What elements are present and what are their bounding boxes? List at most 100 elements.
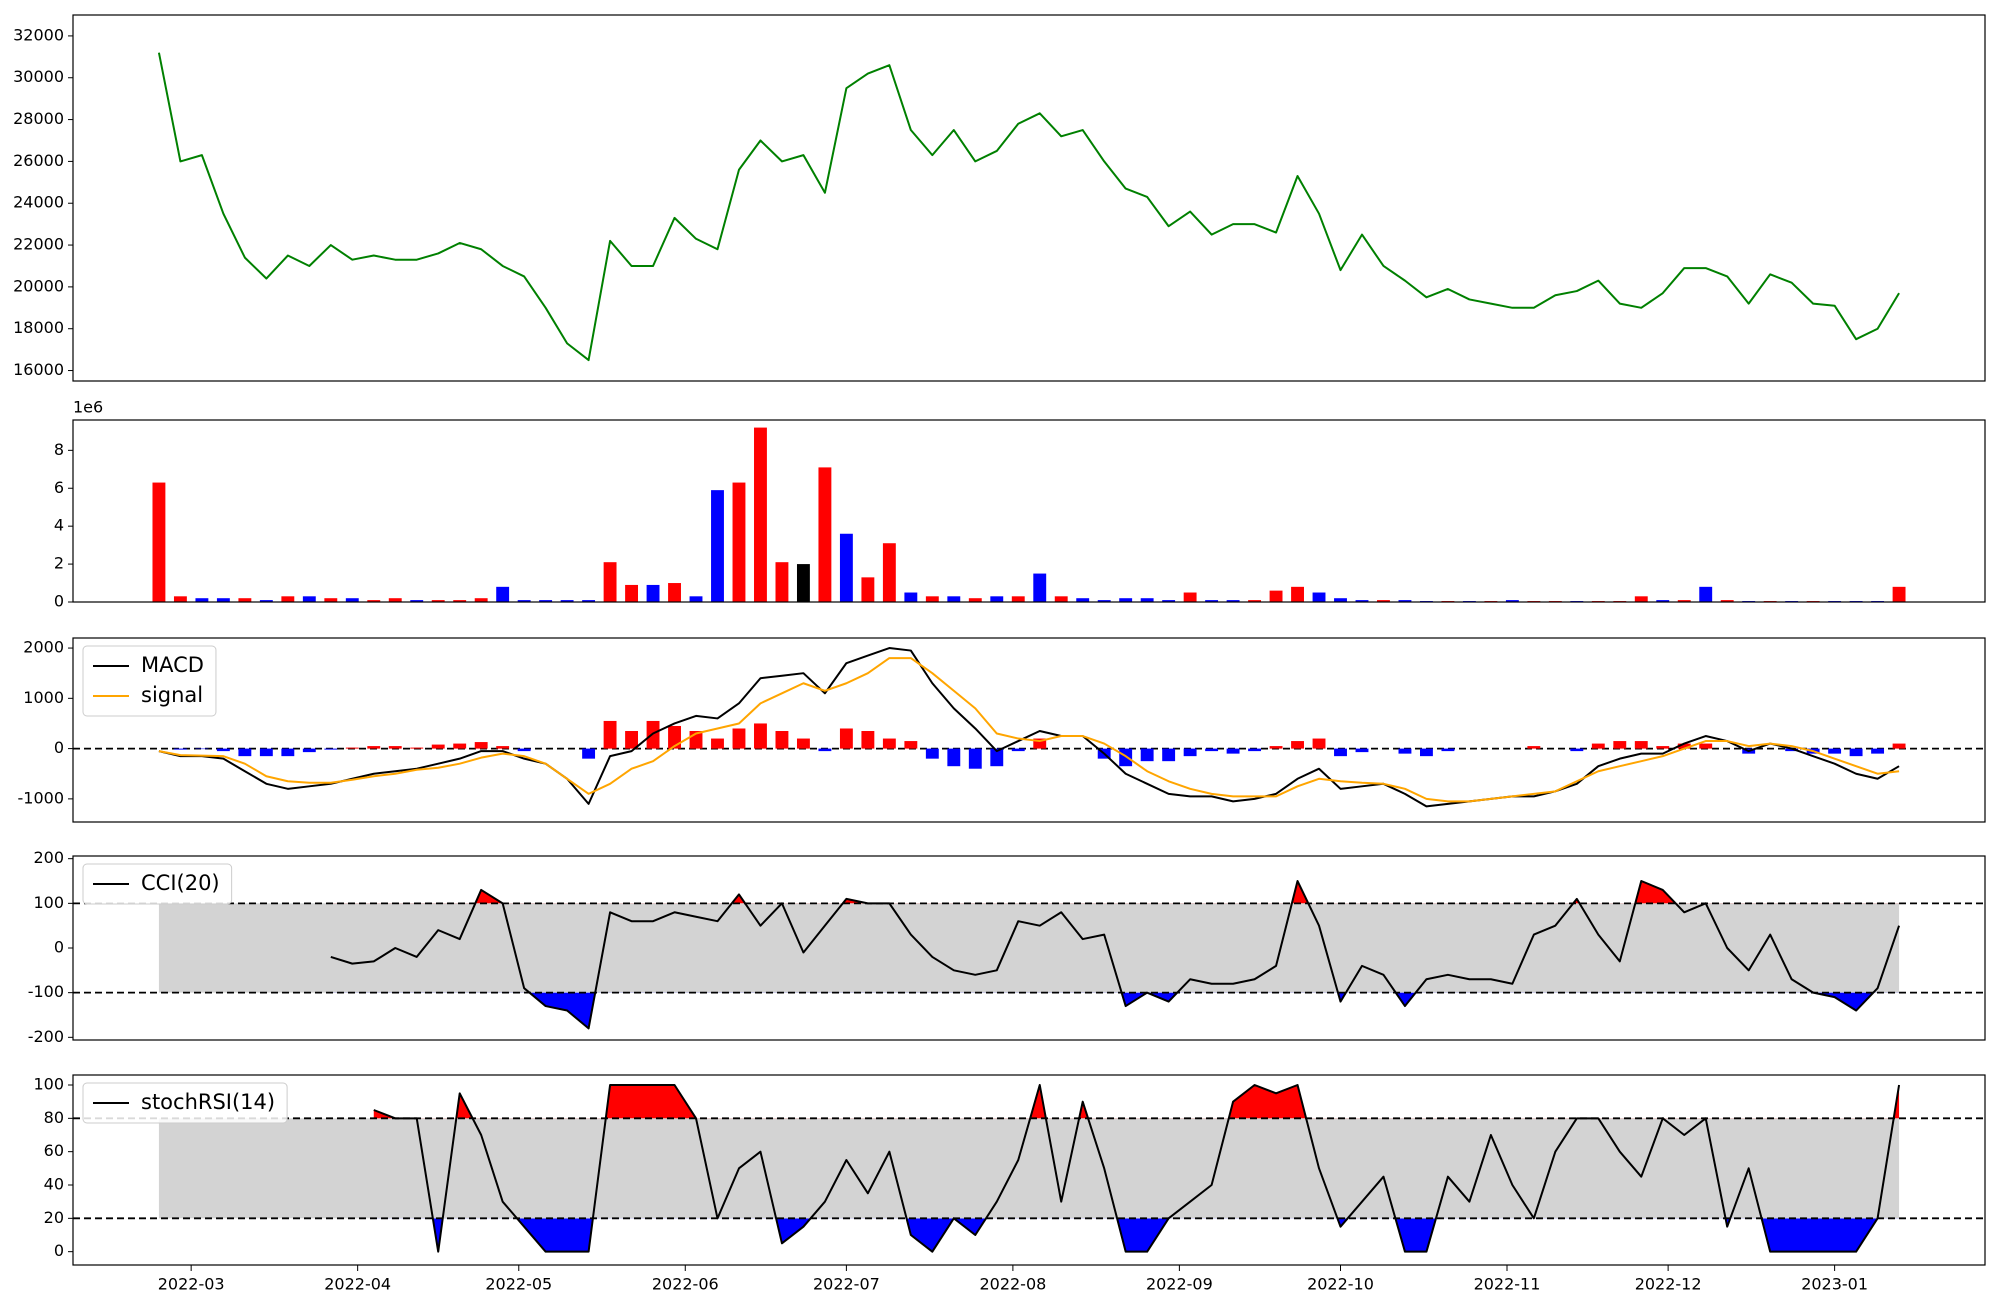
bar: [345, 598, 359, 602]
bar: [904, 741, 918, 749]
bar: [1785, 748, 1799, 752]
y-tick-label: 28000: [13, 109, 64, 128]
bar: [173, 596, 187, 602]
plot-frame: [72, 14, 1986, 382]
bar: [925, 748, 939, 759]
bar: [152, 482, 166, 602]
bar: [839, 533, 853, 602]
oversold-fill: [432, 1218, 1878, 1252]
bar: [539, 600, 553, 602]
bar: [1591, 743, 1605, 749]
y-tick-label: 100: [33, 1075, 64, 1094]
bar: [1291, 741, 1304, 749]
x-tick-label: 2022-12: [1635, 1275, 1702, 1294]
bar: [1011, 748, 1025, 752]
legend-label: stochRSI(14): [141, 1090, 275, 1114]
legend: CCI(20): [82, 863, 233, 905]
bar: [195, 748, 209, 750]
bar: [818, 467, 832, 602]
bar: [1033, 573, 1047, 602]
legend-label: MACD: [141, 653, 204, 677]
bar: [1355, 748, 1369, 753]
bar: [711, 738, 724, 749]
bar: [990, 596, 1004, 602]
bar: [1377, 600, 1390, 602]
x-tick-label: 2022-08: [979, 1275, 1046, 1294]
bar: [238, 748, 252, 757]
x-tick-label: 2022-10: [1307, 1275, 1374, 1294]
y-tick-label: 32000: [13, 25, 64, 44]
y-tick-label: 8: [54, 440, 64, 459]
x-tick-label: 2022-05: [485, 1275, 552, 1294]
bar: [1699, 586, 1713, 602]
series-line: [330, 880, 1901, 1030]
bar: [1054, 596, 1068, 602]
y-tick-label: -1000: [18, 788, 65, 807]
bar: [818, 748, 832, 752]
y-tick-label: 26000: [13, 151, 64, 170]
bar: [1162, 600, 1176, 602]
bar: [625, 731, 639, 749]
bar: [861, 731, 875, 749]
x-tick-label: 2022-04: [324, 1275, 391, 1294]
bar: [603, 562, 617, 602]
axis-offset-label: 1e6: [73, 398, 103, 417]
series-line: [158, 647, 1900, 808]
bar: [560, 600, 574, 602]
bar: [410, 600, 424, 602]
y-tick-label: 0: [54, 938, 64, 957]
bar: [1312, 738, 1326, 749]
y-tick-label: 60: [44, 1141, 64, 1160]
bar: [1677, 743, 1691, 749]
bar: [1871, 748, 1885, 754]
bar: [367, 746, 381, 749]
bar: [1011, 596, 1025, 602]
bar: [1269, 590, 1283, 602]
x-tick-label: 2022-07: [813, 1275, 880, 1294]
bar: [1248, 748, 1262, 752]
series-line: [158, 657, 1900, 803]
bar: [1505, 600, 1519, 602]
bar: [582, 600, 596, 602]
y-tick-label: 30000: [13, 67, 64, 86]
bar: [732, 482, 746, 602]
bar: [1097, 600, 1111, 602]
y-tick-label: 20: [44, 1208, 64, 1227]
bar: [796, 738, 810, 749]
bar: [839, 728, 853, 749]
x-tick-label: 2022-03: [158, 1275, 225, 1294]
bar: [388, 746, 402, 749]
bar: [1419, 748, 1433, 757]
bar: [882, 738, 896, 749]
bar: [517, 600, 531, 602]
y-tick-label: 0: [54, 1241, 64, 1260]
x-tick-label: 2022-11: [1474, 1275, 1541, 1294]
bar: [625, 584, 639, 602]
legend-box: [82, 863, 233, 905]
bar: [1634, 596, 1648, 602]
panel: -1000 0 1000 2000 MACD signal: [18, 637, 1986, 823]
bar: [1334, 598, 1347, 602]
bar: [1634, 741, 1648, 749]
bar: [474, 742, 488, 749]
bar: [324, 748, 338, 750]
bar: [1269, 746, 1283, 749]
bar: [1699, 743, 1713, 749]
y-tick-label: 0: [54, 738, 64, 757]
bar: [431, 744, 445, 749]
legend-box: [82, 645, 217, 717]
x-tick-label: 2023-01: [1801, 1275, 1868, 1294]
bar: [410, 747, 424, 749]
neutral-band: [158, 903, 1900, 993]
bar: [668, 725, 681, 749]
bar: [496, 586, 510, 602]
bar: [1076, 598, 1090, 602]
bar: [1849, 748, 1863, 757]
y-tick-label: 200: [33, 848, 64, 867]
bar: [947, 596, 961, 602]
bar: [453, 743, 467, 749]
bar: [1892, 743, 1906, 749]
bar: [732, 728, 746, 749]
y-tick-label: 16000: [13, 360, 64, 379]
legend-label: signal: [141, 683, 203, 707]
